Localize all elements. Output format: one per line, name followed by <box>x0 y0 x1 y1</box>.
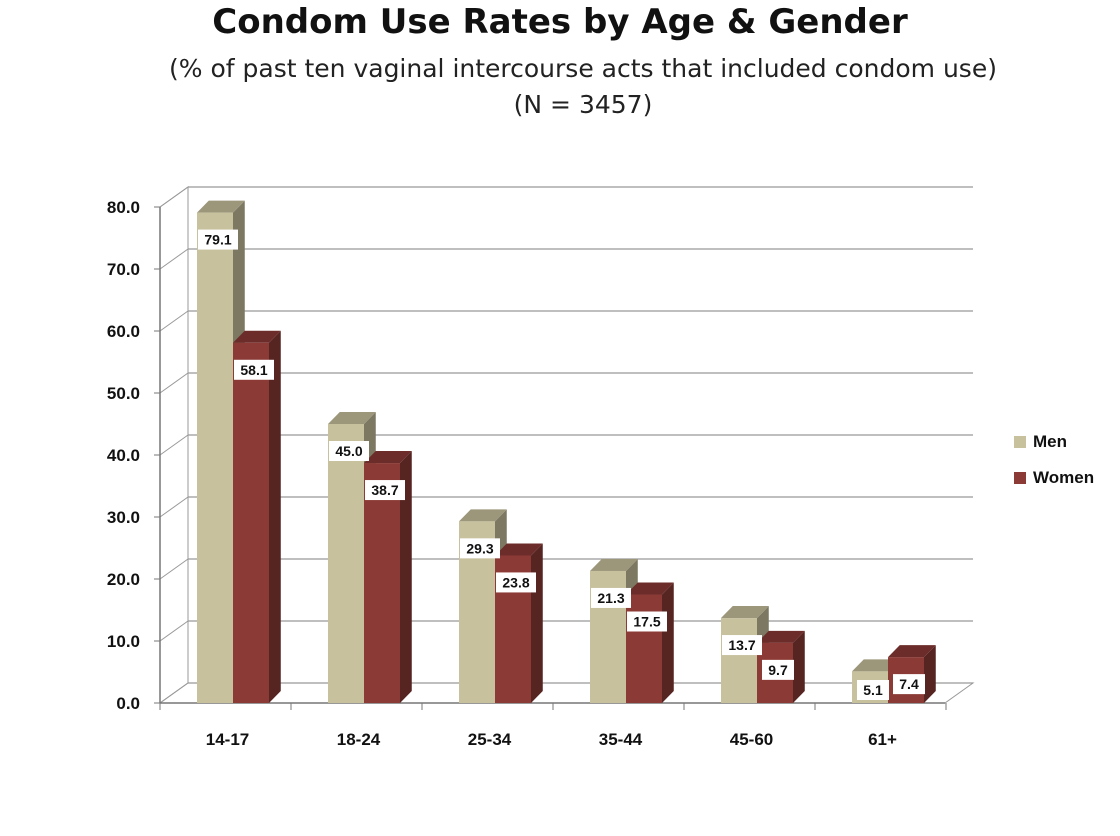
gridline-depth <box>159 682 189 704</box>
gridline-depth <box>159 248 189 270</box>
gridline-depth <box>159 186 189 208</box>
data-label-box <box>460 538 500 559</box>
data-label: 23.8 <box>502 574 529 590</box>
data-label-box <box>762 659 794 680</box>
data-label-box <box>234 359 274 380</box>
floor <box>158 682 975 704</box>
bar-top <box>495 543 543 556</box>
x-tick-label: 25-34 <box>468 730 512 749</box>
data-label: 79.1 <box>204 232 231 248</box>
y-tick-label: 30.0 <box>107 508 140 527</box>
data-label-box <box>365 480 405 501</box>
data-label: 29.3 <box>466 540 493 556</box>
chart-sample-size: (N = 3457) <box>513 90 653 119</box>
gridline-depth <box>159 558 189 580</box>
bar-top <box>626 582 674 595</box>
data-label-box <box>198 229 238 250</box>
bar-top <box>233 330 281 343</box>
bar-side <box>924 645 936 703</box>
data-label: 9.7 <box>768 662 788 678</box>
bar-top <box>721 606 769 619</box>
data-label: 45.0 <box>335 443 362 459</box>
x-tick-label: 45-60 <box>730 730 773 749</box>
data-label-box <box>627 611 667 632</box>
bar-top <box>590 558 638 571</box>
gridline-depth <box>159 496 189 518</box>
x-tick-label: 35-44 <box>599 730 643 749</box>
gridline-depth <box>159 372 189 394</box>
bar-top <box>888 645 936 658</box>
legend-label-women: Women <box>1033 468 1094 487</box>
y-tick-label: 60.0 <box>107 322 140 341</box>
data-label: 38.7 <box>371 482 398 498</box>
y-tick-label: 40.0 <box>107 446 140 465</box>
bar-side <box>662 582 674 703</box>
data-label-box <box>893 674 925 695</box>
bar-men-45-60 <box>721 618 757 703</box>
data-label-box <box>496 572 536 593</box>
data-label: 13.7 <box>728 637 755 653</box>
bar-side <box>531 543 543 703</box>
x-tick-label: 14-17 <box>206 730 249 749</box>
bar-side <box>400 451 412 703</box>
legend-swatch-women <box>1014 472 1026 484</box>
chart-title: Condom Use Rates by Age & Gender <box>212 2 908 42</box>
bar-top <box>364 451 412 464</box>
data-label-box <box>329 441 369 461</box>
data-label-box <box>857 680 889 700</box>
gridline-depth <box>159 620 189 642</box>
bar-men-14-17 <box>197 212 233 703</box>
x-tick-label: 61+ <box>868 730 897 749</box>
data-label: 7.4 <box>899 676 919 692</box>
chart-subtitle: (% of past ten vaginal intercourse acts … <box>169 54 997 83</box>
gridline-depth <box>159 434 189 456</box>
legend-label-men: Men <box>1033 432 1067 451</box>
data-label: 58.1 <box>240 362 267 378</box>
data-label-box <box>722 635 762 656</box>
data-label: 21.3 <box>597 590 624 606</box>
bar-top <box>852 659 900 672</box>
y-tick-label: 10.0 <box>107 632 140 651</box>
bar-top <box>328 412 376 424</box>
y-tick-label: 80.0 <box>107 198 140 217</box>
bar-men-18-24 <box>328 424 364 703</box>
bar-top <box>197 200 245 213</box>
bar-side <box>269 330 281 703</box>
data-label-box <box>591 587 631 608</box>
bar-top <box>757 630 805 643</box>
x-tick-label: 18-24 <box>337 730 381 749</box>
data-label: 5.1 <box>863 682 883 698</box>
bar-women-14-17 <box>233 342 269 703</box>
y-tick-label: 20.0 <box>107 570 140 589</box>
gridline-depth <box>159 310 189 332</box>
data-label: 17.5 <box>633 614 660 630</box>
bar-top <box>459 509 507 522</box>
legend-swatch-men <box>1014 436 1026 448</box>
bar-women-18-24 <box>364 463 400 703</box>
bar-women-35-44 <box>626 594 662 703</box>
y-tick-label: 0.0 <box>116 694 140 713</box>
bar-side <box>793 630 805 703</box>
y-tick-label: 70.0 <box>107 260 140 279</box>
y-tick-label: 50.0 <box>107 384 140 403</box>
